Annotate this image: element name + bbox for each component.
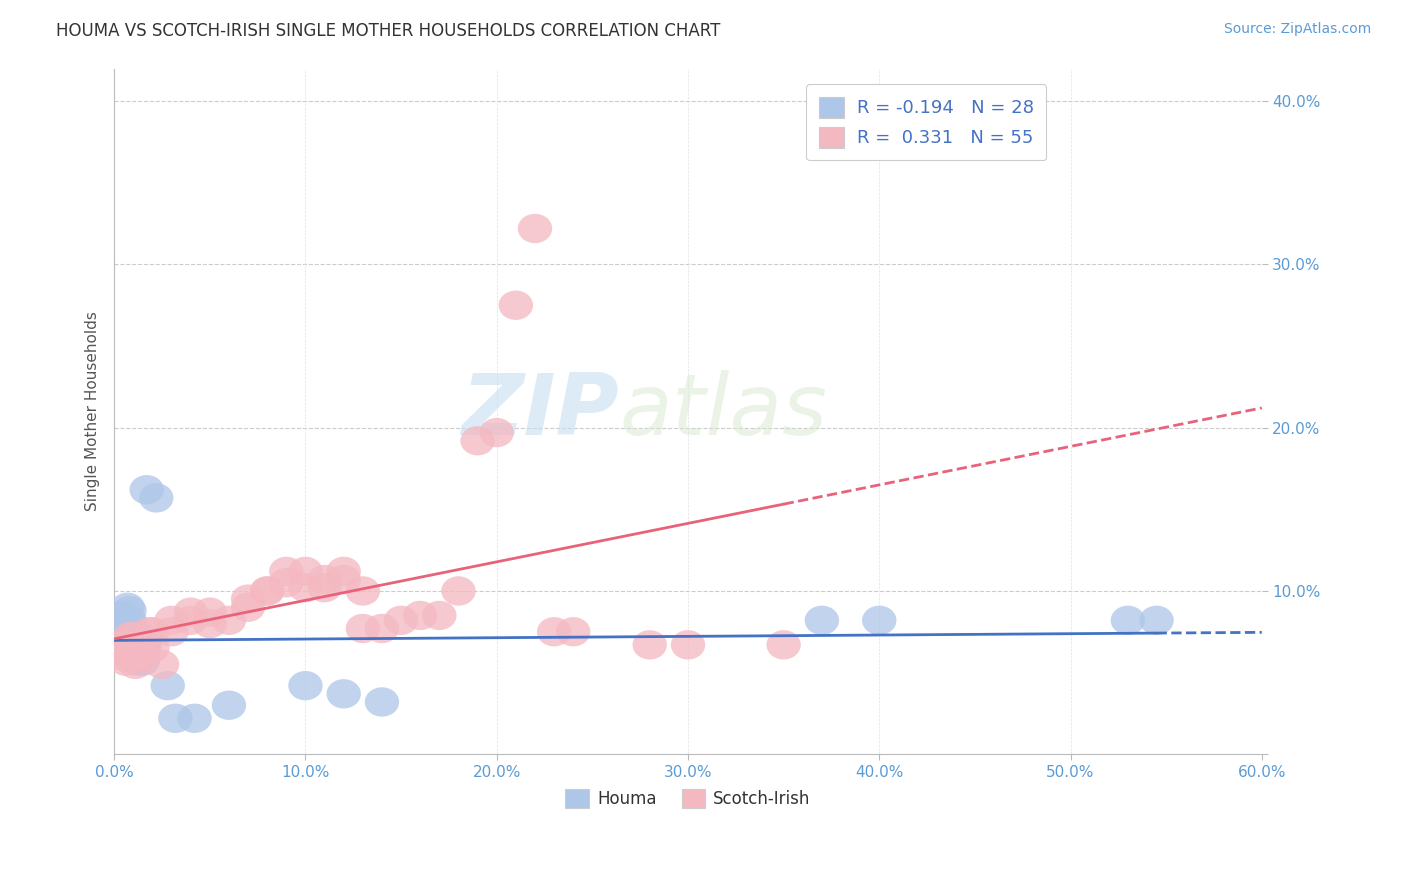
Text: atlas: atlas (619, 370, 827, 453)
Text: Source: ZipAtlas.com: Source: ZipAtlas.com (1223, 22, 1371, 37)
Text: HOUMA VS SCOTCH-IRISH SINGLE MOTHER HOUSEHOLDS CORRELATION CHART: HOUMA VS SCOTCH-IRISH SINGLE MOTHER HOUS… (56, 22, 721, 40)
Legend: Houma, Scotch-Irish: Houma, Scotch-Irish (558, 782, 817, 814)
Text: ZIP: ZIP (461, 370, 619, 453)
Y-axis label: Single Mother Households: Single Mother Households (86, 311, 100, 511)
